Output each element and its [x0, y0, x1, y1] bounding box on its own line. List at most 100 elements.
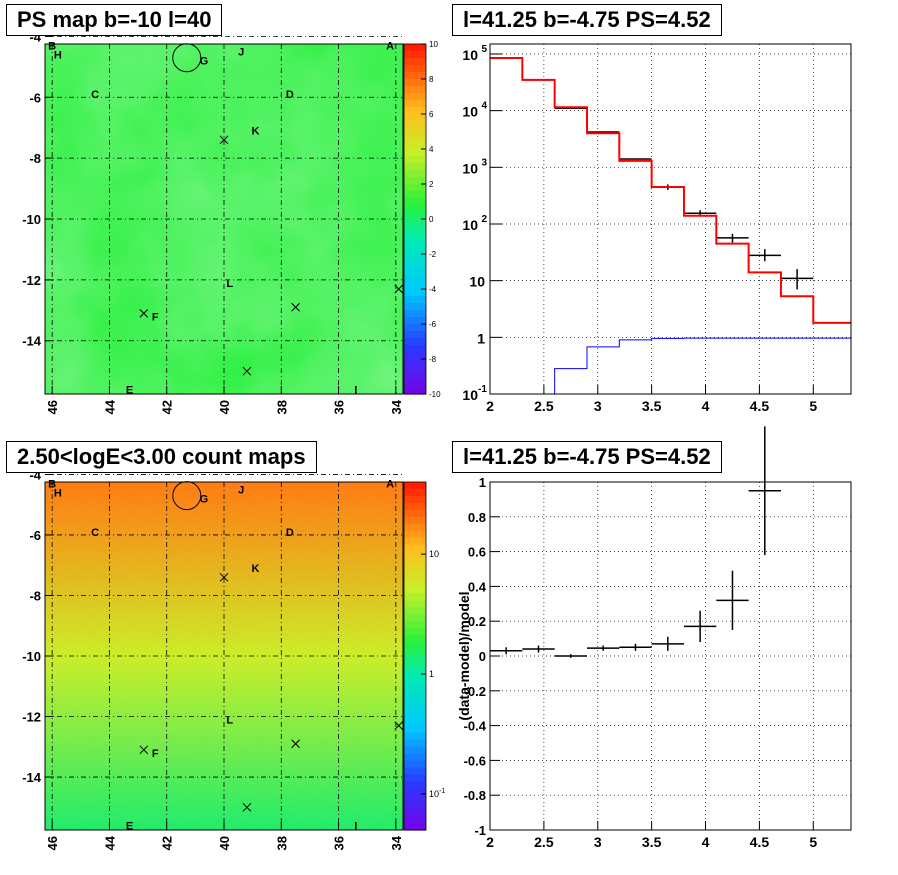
colorbar-tick-label: 1: [429, 669, 434, 679]
colorbar-cell: [404, 642, 426, 650]
source-label: C: [91, 89, 99, 101]
count-map-colorbar: 10 1 10-1: [403, 481, 445, 831]
colorbar-cell: [404, 296, 426, 304]
count-map-border: [44, 481, 404, 831]
x-tick-label: 42: [160, 836, 175, 850]
residual-y-axis: 1 0.8 0.6 0.4 0.2 0 -0.2 -0.4 -0.6 -0.8 -1: [464, 475, 500, 838]
x-tick-label: 40: [217, 400, 232, 414]
residual-series: [490, 426, 781, 658]
colorbar-cell: [404, 58, 426, 66]
y-tick-exponent: 4: [481, 101, 487, 112]
colorbar-tick-label: -4: [429, 285, 437, 294]
x-tick-label: 34: [389, 399, 404, 414]
source-label: K: [252, 126, 260, 138]
colorbar-cell: [404, 809, 426, 817]
source-label: J: [238, 47, 244, 59]
y-tick-label: -10: [22, 212, 41, 227]
colorbar-cell: [404, 121, 426, 129]
spectrum-title: l=41.25 b=-4.75 PS=4.52: [452, 4, 722, 36]
ps-map-texture: [45, 44, 403, 394]
source-label: L: [226, 715, 233, 727]
colorbar-cell: [404, 352, 426, 360]
colorbar-tick-label: -8: [429, 355, 437, 364]
y-tick-label: -0.4: [464, 719, 487, 734]
colorbar-cell: [404, 268, 426, 276]
colorbar-cell: [404, 683, 426, 692]
colorbar-cell: [404, 177, 426, 185]
colorbar-cell: [404, 380, 426, 388]
colorbar-cell: [404, 310, 426, 318]
colorbar-cell: [404, 565, 426, 574]
colorbar-cell: [404, 781, 426, 789]
ps-map-colorbar: 10 8 6 4 2 0 -2 -4 -6 -8 -10: [403, 40, 441, 399]
y-tick-label: -12: [22, 273, 41, 288]
y-tick-label: 10: [462, 47, 478, 63]
colorbar-cell: [404, 149, 426, 157]
spectrum-x-axis: 2 2.5 3 3.5 4 4.5 5: [486, 385, 817, 414]
y-tick-label: -14: [22, 334, 42, 349]
colorbar-cell: [404, 373, 426, 381]
colorbar-cell: [404, 628, 426, 636]
colorbar-cell: [404, 607, 426, 615]
colorbar-tick-label: 6: [429, 110, 434, 119]
x-tick-label: 42: [160, 400, 175, 414]
colorbar-cell: [404, 767, 426, 775]
y-tick-label: 10: [462, 387, 478, 403]
colorbar-cell: [404, 586, 426, 594]
y-tick-label: -14: [22, 770, 42, 785]
x-tick-label: 5: [809, 398, 817, 414]
cross-marker: [394, 721, 404, 730]
spectrum-series: [490, 56, 851, 395]
residual-x-axis: 2 2.5 3 3.5 4 4.5 5: [486, 821, 817, 850]
colorbar-cell: [404, 44, 426, 52]
colorbar-cell: [404, 739, 426, 748]
colorbar-cell: [404, 247, 426, 255]
colorbar-tick-label: -6: [429, 320, 437, 329]
colorbar-tick-label: 10: [429, 40, 438, 49]
source-label: I: [354, 820, 357, 832]
source-label: H: [54, 50, 62, 62]
colorbar-cell: [404, 184, 426, 192]
colorbar-cell: [404, 516, 426, 525]
colorbar-cell: [404, 240, 426, 248]
colorbar-tick-exponent: -1: [439, 788, 445, 795]
x-tick-label: 2: [486, 398, 494, 414]
colorbar-cell: [404, 79, 426, 87]
source-label: K: [252, 563, 260, 575]
x-tick-label: 2.5: [534, 834, 554, 850]
colorbar-cell: [404, 502, 426, 511]
y-tick-exponent: 3: [481, 157, 487, 168]
source-label: D: [286, 89, 294, 101]
colorbar-cell: [404, 100, 426, 108]
model-line: [490, 56, 851, 324]
colorbar-cell: [404, 261, 426, 269]
colorbar-cell: [404, 254, 426, 262]
spectrum-frame: [490, 44, 851, 394]
colorbar-cell: [404, 725, 426, 734]
colorbar-tick-label: 8: [429, 75, 434, 84]
colorbar-cell: [404, 482, 426, 490]
colorbar-cell: [404, 359, 426, 367]
x-tick-label: 36: [332, 836, 347, 850]
source-label: E: [126, 384, 133, 396]
colorbar-tick-label: 2: [429, 180, 434, 189]
colorbar-cell: [404, 86, 426, 94]
cross-marker: [242, 366, 252, 376]
x-tick-label: 46: [45, 400, 60, 414]
count-map-y-axis: -4-6-8-10-12-14: [22, 467, 53, 785]
colorbar-cell: [404, 551, 426, 560]
colorbar-cell: [404, 760, 426, 768]
colorbar-cell: [404, 718, 426, 727]
colorbar-cell: [404, 544, 426, 553]
colorbar-cell: [404, 128, 426, 136]
x-tick-label: 2: [486, 834, 494, 850]
colorbar-cell: [404, 662, 426, 671]
count-map-marks: A BH G J C D K L F E I: [48, 479, 404, 832]
x-tick-label: 2.5: [534, 398, 554, 414]
residual-border: [489, 481, 852, 831]
cross-marker: [139, 745, 149, 755]
colorbar-tick-label: 10-1: [429, 788, 445, 799]
source-label: C: [91, 527, 99, 539]
ps-map-x-axis: 46 44 42 40 38 36 34: [45, 386, 404, 414]
